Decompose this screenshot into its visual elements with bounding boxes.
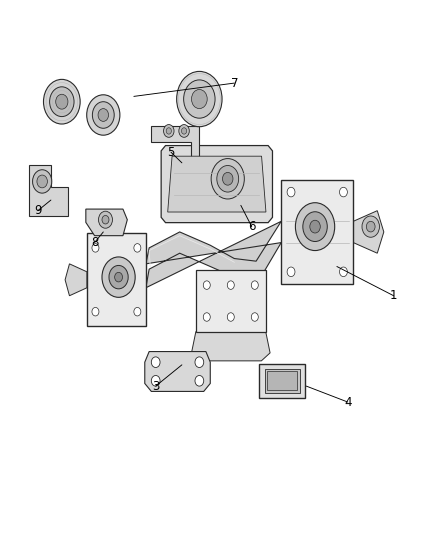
Polygon shape — [145, 352, 210, 391]
Circle shape — [92, 102, 114, 128]
Circle shape — [223, 172, 233, 185]
Circle shape — [177, 71, 222, 127]
Circle shape — [134, 308, 141, 316]
Circle shape — [227, 313, 234, 321]
Circle shape — [115, 272, 123, 282]
Circle shape — [362, 216, 379, 237]
Circle shape — [287, 187, 295, 197]
Circle shape — [184, 80, 215, 118]
Circle shape — [151, 357, 160, 368]
Circle shape — [92, 244, 99, 252]
Circle shape — [251, 281, 258, 289]
Circle shape — [49, 87, 74, 117]
Circle shape — [195, 375, 204, 386]
Polygon shape — [191, 332, 270, 361]
Circle shape — [151, 375, 160, 386]
Polygon shape — [65, 264, 87, 296]
FancyBboxPatch shape — [259, 364, 305, 398]
Circle shape — [191, 90, 207, 109]
Circle shape — [166, 128, 171, 134]
Circle shape — [37, 175, 47, 188]
Circle shape — [366, 221, 375, 232]
FancyBboxPatch shape — [87, 233, 146, 326]
Circle shape — [295, 203, 335, 251]
Circle shape — [56, 94, 68, 109]
FancyBboxPatch shape — [267, 372, 297, 390]
Circle shape — [203, 313, 210, 321]
Text: 9: 9 — [34, 204, 42, 217]
Polygon shape — [161, 146, 272, 223]
Circle shape — [203, 281, 210, 289]
Circle shape — [211, 159, 244, 199]
Circle shape — [217, 165, 239, 192]
Circle shape — [87, 95, 120, 135]
Circle shape — [287, 267, 295, 277]
Circle shape — [303, 212, 327, 241]
Circle shape — [339, 187, 347, 197]
Circle shape — [134, 244, 141, 252]
Polygon shape — [151, 126, 199, 158]
Circle shape — [195, 357, 204, 368]
Circle shape — [102, 215, 109, 224]
Circle shape — [181, 128, 187, 134]
Text: 3: 3 — [152, 379, 159, 393]
Polygon shape — [29, 165, 68, 216]
Circle shape — [43, 79, 80, 124]
Polygon shape — [86, 209, 127, 236]
Circle shape — [92, 308, 99, 316]
Circle shape — [251, 313, 258, 321]
Text: 5: 5 — [167, 146, 175, 159]
Text: 8: 8 — [91, 236, 98, 249]
FancyBboxPatch shape — [196, 270, 266, 332]
FancyBboxPatch shape — [281, 180, 353, 284]
FancyBboxPatch shape — [265, 369, 300, 393]
Circle shape — [32, 169, 52, 193]
Circle shape — [163, 125, 174, 138]
Circle shape — [98, 109, 109, 122]
Polygon shape — [168, 156, 266, 212]
Circle shape — [310, 220, 320, 233]
Polygon shape — [353, 211, 384, 253]
Polygon shape — [146, 221, 281, 288]
Text: 7: 7 — [230, 77, 238, 90]
Circle shape — [102, 257, 135, 297]
Text: 1: 1 — [390, 289, 397, 302]
Text: 6: 6 — [248, 220, 255, 233]
Text: 4: 4 — [344, 395, 352, 409]
Circle shape — [179, 125, 189, 138]
Circle shape — [227, 281, 234, 289]
Circle shape — [99, 211, 113, 228]
Circle shape — [109, 265, 128, 289]
Circle shape — [339, 267, 347, 277]
